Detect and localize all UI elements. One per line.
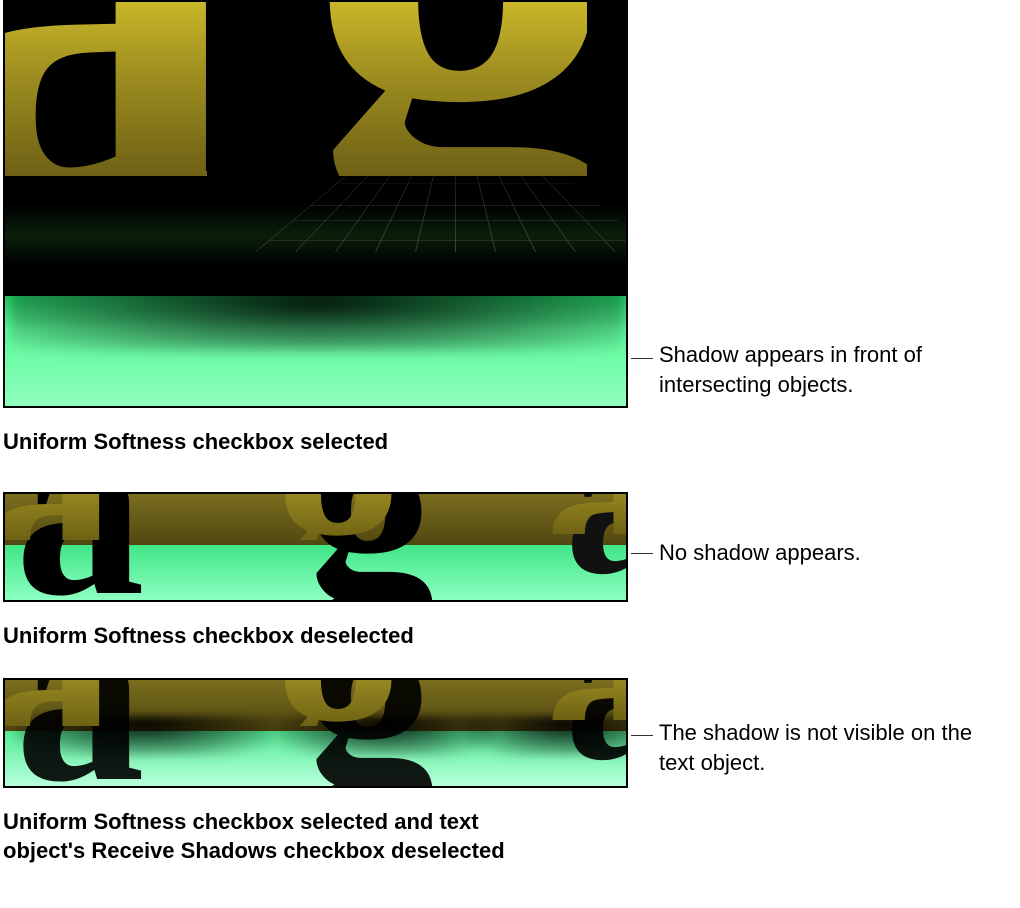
callout-leader xyxy=(631,358,653,359)
caption-receive-shadows-deselected: Uniform Softness checkbox selected and t… xyxy=(3,808,563,865)
callout-leader xyxy=(631,735,653,736)
text-glyph-g: g xyxy=(275,492,405,540)
text-glyph-a: a xyxy=(3,0,207,176)
figure-uniform-softness-deselected: a g a a g a xyxy=(3,492,628,602)
callout-leader xyxy=(631,553,653,554)
figure-receive-shadows-deselected: a g a a g a xyxy=(3,678,628,788)
text-glyph-g: g xyxy=(305,0,587,176)
annotation-shadow-in-front: Shadow appears in front of intersecting … xyxy=(659,340,999,399)
figure-uniform-softness-selected: a g xyxy=(3,0,628,408)
text-glyph-g: g xyxy=(275,678,405,726)
text-glyph-a: a xyxy=(3,678,115,726)
annotation-shadow-not-visible-on-text: The shadow is not visible on the text ob… xyxy=(659,718,999,777)
caption-uniform-softness-selected: Uniform Softness checkbox selected xyxy=(3,428,388,457)
caption-uniform-softness-deselected: Uniform Softness checkbox deselected xyxy=(3,622,414,651)
annotation-no-shadow: No shadow appears. xyxy=(659,538,999,568)
text-glyph-next: a xyxy=(545,492,628,534)
text-glyph-next: a xyxy=(545,678,628,720)
text-glyph-a: a xyxy=(3,492,115,540)
